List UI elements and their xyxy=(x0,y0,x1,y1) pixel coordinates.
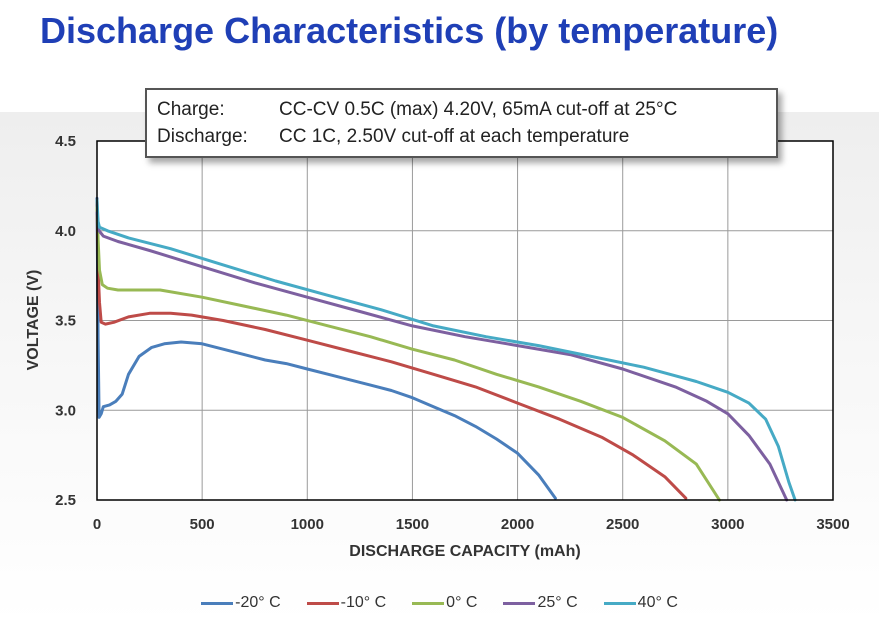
y-tick-label: 3.5 xyxy=(55,313,76,330)
series-line xyxy=(95,198,688,500)
page-title: Discharge Characteristics (by temperatur… xyxy=(40,10,779,51)
legend-label: 40° C xyxy=(637,594,678,611)
note-label: Charge: xyxy=(157,99,225,120)
x-tick-label: 1500 xyxy=(396,516,429,533)
legend-swatch xyxy=(306,601,339,605)
legend-label: 0° C xyxy=(446,594,478,611)
legend-item: 40° C xyxy=(603,594,678,612)
legend-label: -10° C xyxy=(340,594,387,611)
x-tick-label: 3000 xyxy=(711,516,744,533)
y-tick-label: 3.0 xyxy=(55,402,76,419)
x-tick-label: 500 xyxy=(190,516,215,533)
note-row-charge: Charge: CC-CV 0.5C (max) 4.20V, 65mA cut… xyxy=(157,96,766,123)
series-line xyxy=(95,211,789,502)
x-tick-label: 2000 xyxy=(501,516,534,533)
legend-swatch xyxy=(412,601,445,605)
series-lines xyxy=(95,196,797,502)
legend-label: 25° C xyxy=(537,594,578,611)
tick-labels: 0 500 1000 1500 2000 2500 3000 3500 2.5 3.0 3.5 4.0… xyxy=(55,133,850,533)
legend-swatch xyxy=(603,601,636,605)
x-tick-label: 0 xyxy=(93,516,101,533)
legend-item: 0° C xyxy=(412,594,477,612)
x-tick-label: 3500 xyxy=(816,516,849,533)
legend-item: -20° C xyxy=(201,594,281,612)
x-tick-label: 2500 xyxy=(606,516,639,533)
y-axis-title: VOLTAGE (V) xyxy=(25,270,42,371)
y-tick-label: 4.5 xyxy=(55,133,76,150)
x-axis-title: DISCHARGE CAPACITY (mAh) xyxy=(349,543,580,560)
note-text: CC-CV 0.5C (max) 4.20V, 65mA cut-off at … xyxy=(279,99,678,120)
legend-item: 25° C xyxy=(503,594,578,612)
note-row-discharge: Discharge: CC 1C, 2.50V cut-off at each … xyxy=(157,123,766,150)
series-line xyxy=(95,205,721,502)
test-conditions-note: Charge: CC-CV 0.5C (max) 4.20V, 65mA cut… xyxy=(145,88,778,158)
legend-label: -20° C xyxy=(235,594,281,611)
y-tick-label: 2.5 xyxy=(55,492,76,509)
series-line xyxy=(95,198,797,502)
note-text: CC 1C, 2.50V cut-off at each temperature xyxy=(279,126,630,147)
legend-item: -10° C xyxy=(306,594,387,612)
x-tick-label: 1000 xyxy=(291,516,324,533)
y-tick-label: 4.0 xyxy=(55,223,76,240)
legend-swatch xyxy=(503,601,536,605)
chart-legend: -20° C -10° C 0° C 25° C 40° C xyxy=(0,594,879,612)
series-line xyxy=(95,196,557,500)
note-label: Discharge: xyxy=(157,126,248,147)
legend-swatch xyxy=(201,601,234,605)
